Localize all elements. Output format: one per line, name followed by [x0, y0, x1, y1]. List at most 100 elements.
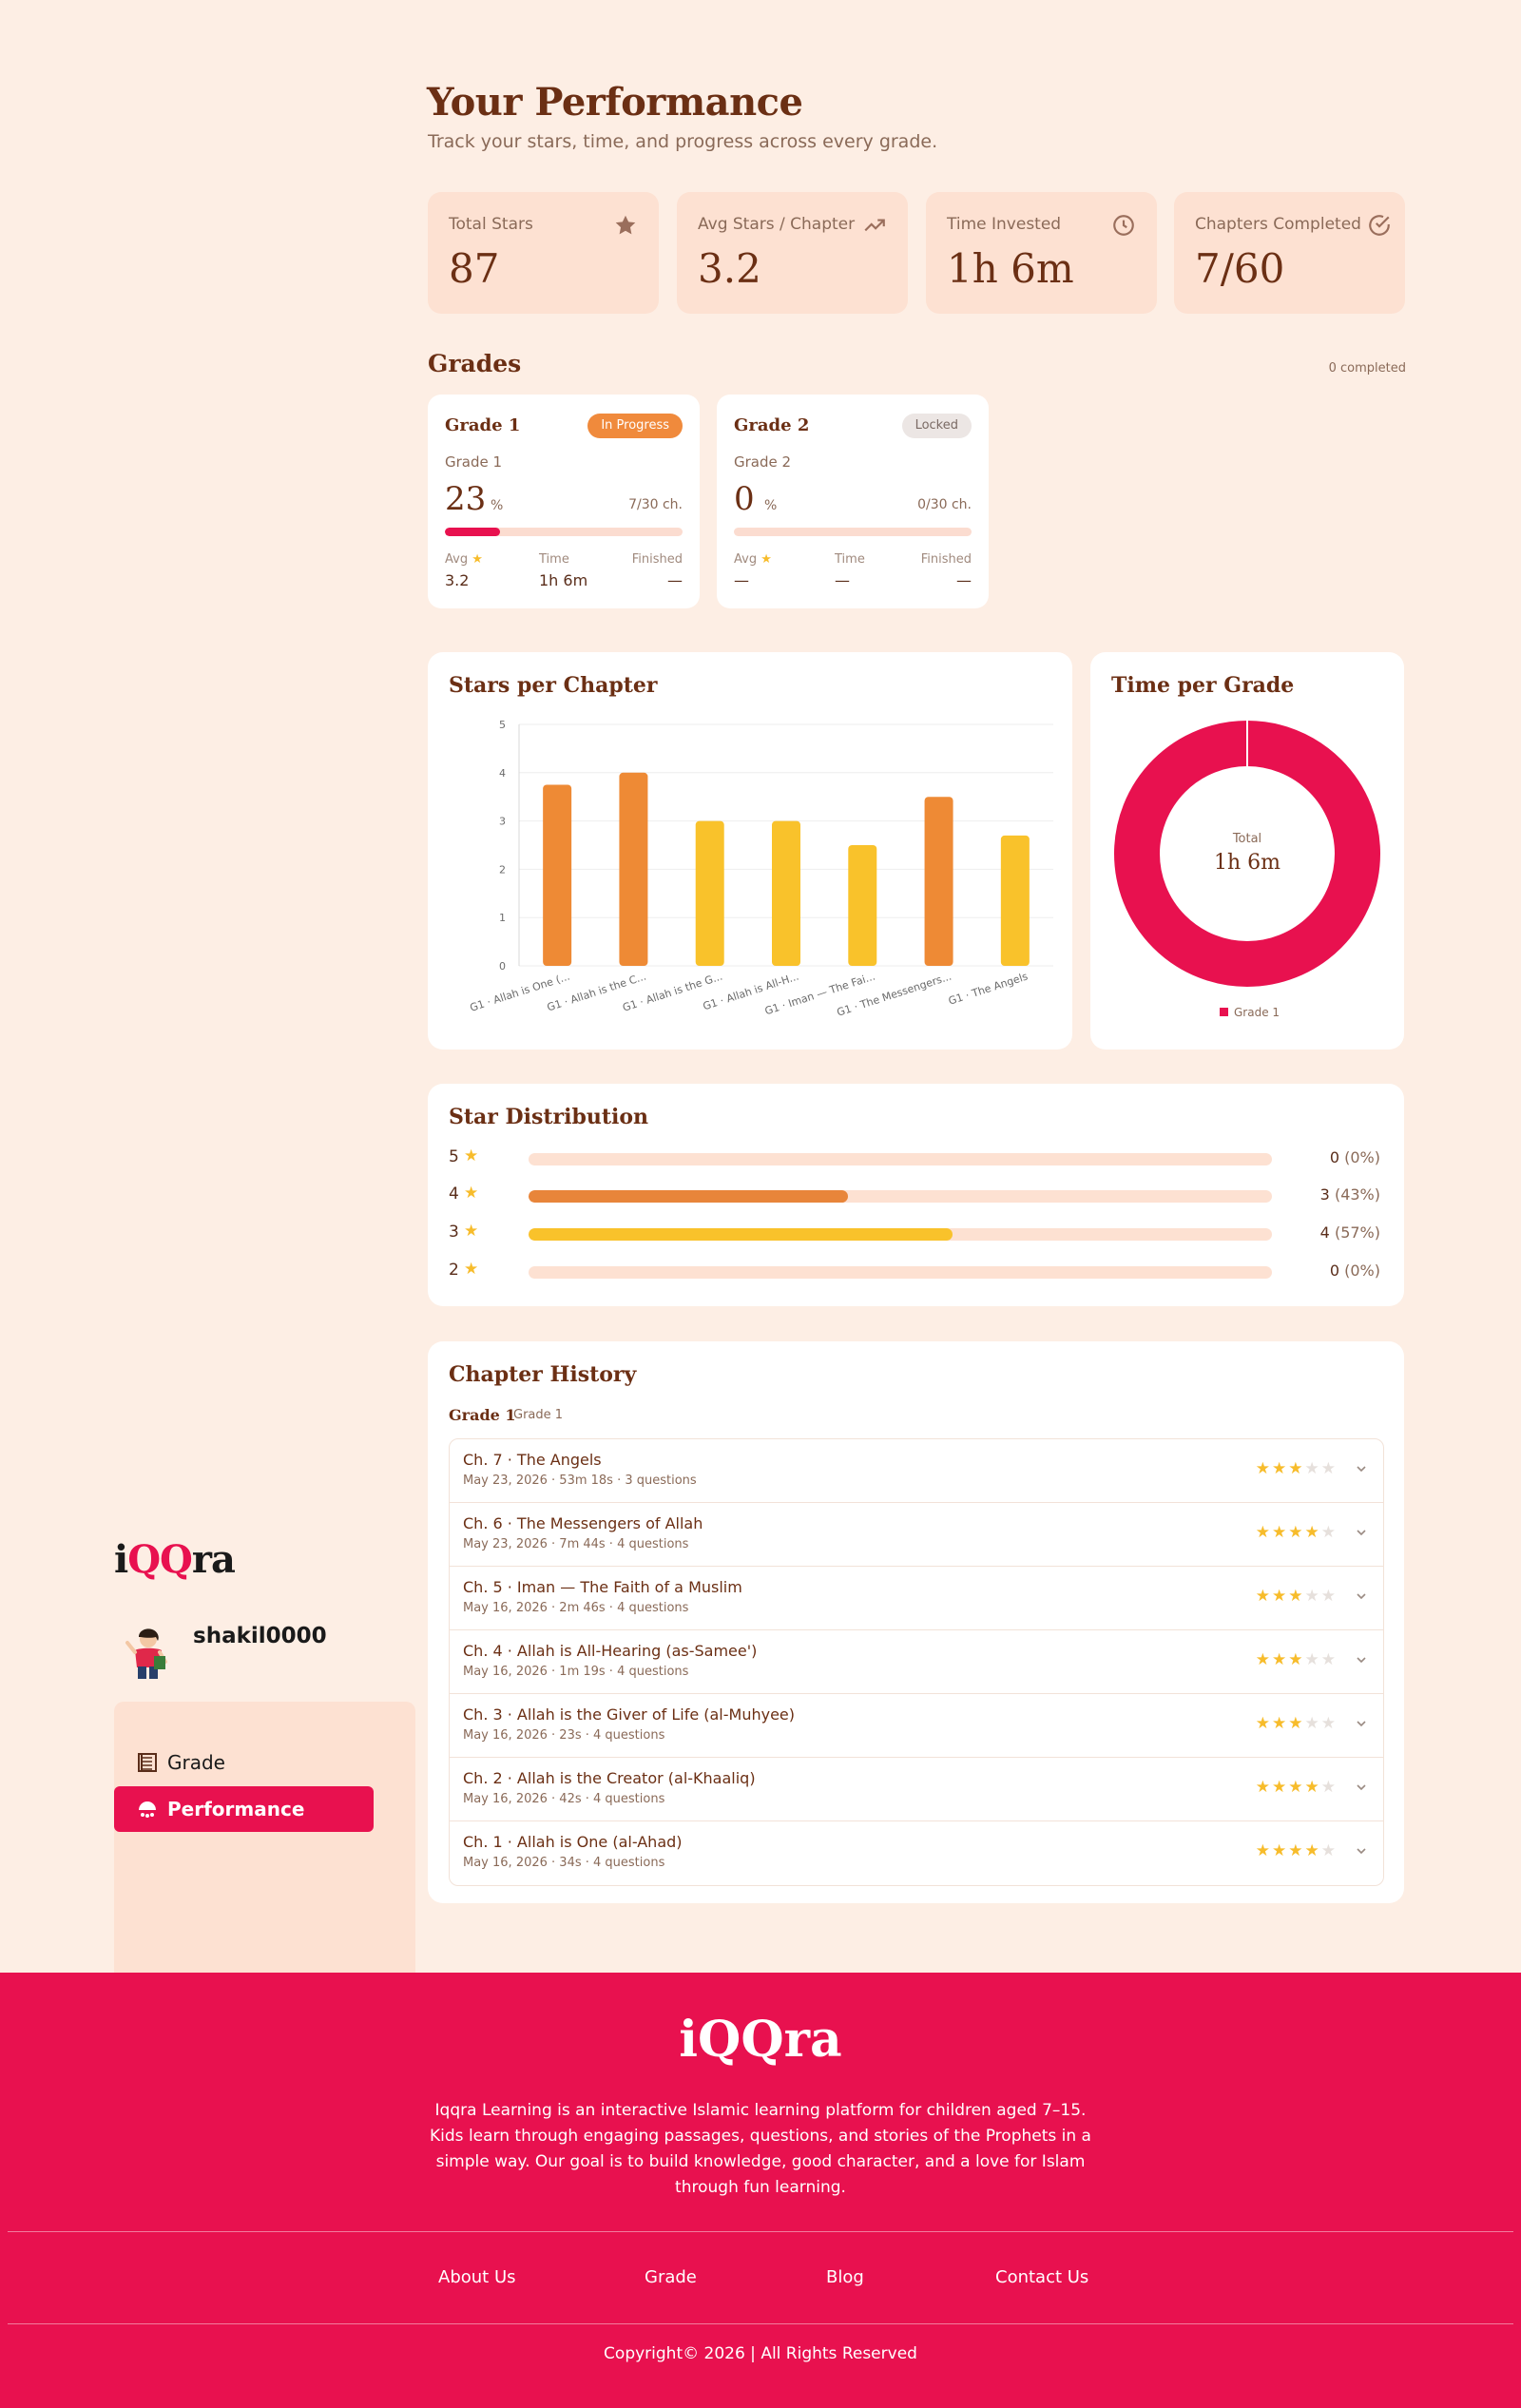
legend-swatch	[1220, 1008, 1228, 1016]
footer-link-blog[interactable]: Blog	[826, 2267, 864, 2287]
distribution-track	[529, 1190, 1272, 1203]
star-icon: ★	[1272, 1459, 1289, 1478]
chevron-down-icon[interactable]	[1355, 1462, 1368, 1475]
legend-label[interactable]: Grade 1	[1234, 1006, 1280, 1019]
avg-value: —	[734, 571, 749, 589]
star-icon: ★	[1320, 1523, 1338, 1542]
grade-progress-bar	[734, 528, 972, 536]
chevron-down-icon[interactable]	[1355, 1781, 1368, 1794]
distribution-row-3: 3 ★ 4 (57%)	[449, 1219, 1380, 1247]
footer-link-about[interactable]: About Us	[438, 2267, 516, 2287]
chevron-down-icon[interactable]	[1355, 1844, 1368, 1858]
grade-percent: 0	[734, 480, 755, 518]
star-icon: ★	[1304, 1650, 1321, 1669]
stat-value: 1h 6m	[947, 245, 1074, 292]
time-per-grade-panel: Time per Grade Total 1h 6m Grade 1	[1090, 652, 1404, 1050]
history-row[interactable]: Ch. 3 · Allah is the Giver of Life (al-M…	[450, 1694, 1383, 1758]
star-icon: ★	[1320, 1714, 1338, 1733]
chart-icon	[139, 1801, 156, 1818]
distribution-title: Star Distribution	[449, 1105, 649, 1129]
distribution-track	[529, 1153, 1272, 1165]
check-circle-icon	[1369, 215, 1390, 236]
distribution-count: 0 (0%)	[1329, 1148, 1380, 1166]
chapter-meta: May 16, 2026 · 23s · 4 questions	[463, 1728, 665, 1743]
status-badge: Locked	[901, 414, 972, 438]
star-icon: ★	[1255, 1778, 1272, 1797]
stat-card-chapters-completed: Chapters Completed 7/60	[1174, 192, 1405, 314]
chevron-down-icon[interactable]	[1355, 1526, 1368, 1539]
star-icon: ★	[1255, 1459, 1272, 1478]
finished-value: —	[667, 571, 683, 589]
chapter-title: Ch. 7 · The Angels	[463, 1451, 602, 1469]
bar	[772, 820, 800, 966]
history-row[interactable]: Ch. 7 · The Angels May 23, 2026 · 53m 18s…	[450, 1439, 1383, 1503]
donut-center-value: 1h 6m	[1214, 851, 1280, 875]
history-row[interactable]: Ch. 4 · Allah is All-Hearing (as-Samee')…	[450, 1630, 1383, 1694]
chapter-title: Ch. 4 · Allah is All-Hearing (as-Samee')	[463, 1642, 758, 1660]
star-icon: ★	[1304, 1587, 1321, 1606]
grade-card-1[interactable]: Grade 1 In Progress Grade 1 23 % 7/30 ch…	[428, 395, 700, 608]
stat-card-time-invested: Time Invested 1h 6m	[926, 192, 1157, 314]
grade-name: Grade 1	[445, 415, 521, 435]
star-icon: ★	[1320, 1650, 1338, 1669]
chevron-down-icon[interactable]	[1355, 1589, 1368, 1603]
stat-value: 87	[449, 245, 500, 292]
chapter-meta: May 16, 2026 · 34s · 4 questions	[463, 1856, 665, 1870]
clock-icon	[1113, 215, 1134, 236]
chapter-title: Ch. 2 · Allah is the Creator (al-Khaaliq…	[463, 1769, 756, 1787]
history-row[interactable]: Ch. 6 · The Messengers of Allah May 23, 2…	[450, 1503, 1383, 1567]
finished-label: Finished	[920, 552, 972, 567]
history-row[interactable]: Ch. 1 · Allah is One (al-Ahad) May 16, 20…	[450, 1821, 1383, 1885]
history-row[interactable]: Ch. 5 · Iman — The Faith of a Muslim May …	[450, 1567, 1383, 1630]
distribution-track	[529, 1266, 1272, 1279]
footer-link-contact[interactable]: Contact Us	[995, 2267, 1089, 2287]
stat-card-total-stars: Total Stars 87	[428, 192, 659, 314]
star-icon: ★	[1304, 1841, 1321, 1860]
grade-progress-fill	[445, 528, 500, 536]
grade-chapters: 0/30 ch.	[917, 497, 972, 512]
chevron-down-icon[interactable]	[1355, 1717, 1368, 1730]
bar	[1000, 835, 1030, 966]
sidebar-logo[interactable]: iQQra	[114, 1537, 236, 1582]
sidebar-item-grade[interactable]: Grade	[114, 1740, 374, 1785]
avatar[interactable]	[125, 1628, 169, 1681]
y-tick-label: 4	[499, 767, 506, 780]
bar	[848, 845, 877, 966]
grade-name: Grade 2	[734, 415, 810, 435]
username: shakil0000	[193, 1624, 327, 1648]
star-icon: ★	[1255, 1523, 1272, 1542]
page-title: Your Performance	[427, 80, 803, 125]
grade-progress-bar	[445, 528, 683, 536]
donut-center-label: Total	[1232, 832, 1261, 846]
avg-value: 3.2	[445, 571, 470, 589]
grade-card-2[interactable]: Grade 2 Locked Grade 2 0 % 0/30 ch. Avg …	[717, 395, 989, 608]
star-icon: ★	[1320, 1841, 1338, 1860]
star-icon: ★	[464, 1222, 479, 1241]
star-icon: ★	[1320, 1587, 1338, 1606]
grade-subtitle: Grade 1	[445, 453, 503, 471]
star-count-label: 2	[449, 1261, 459, 1280]
history-row[interactable]: Ch. 2 · Allah is the Creator (al-Khaaliq…	[450, 1758, 1383, 1821]
footer-logo[interactable]: iQQra	[679, 2011, 842, 2069]
stat-label: Time Invested	[947, 215, 1062, 234]
chapter-title: Ch. 1 · Allah is One (al-Ahad)	[463, 1833, 683, 1851]
distribution-row-4: 4 ★ 3 (43%)	[449, 1181, 1380, 1209]
chapter-rating: ★★★★★	[1256, 1778, 1338, 1797]
star-icon: ★	[1288, 1714, 1305, 1733]
grades-completed-count: 0 completed	[1328, 361, 1406, 376]
footer-link-grade[interactable]: Grade	[645, 2267, 697, 2287]
star-icon: ★	[1304, 1714, 1321, 1733]
sidebar-item-performance[interactable]: Performance	[114, 1786, 374, 1832]
chapter-history-list: Ch. 7 · The Angels May 23, 2026 · 53m 18s…	[449, 1438, 1384, 1886]
star-distribution-panel: Star Distribution 5 ★ 0 (0%) 4 ★ 3 (43%) 3…	[428, 1084, 1404, 1306]
chapter-rating: ★★★★★	[1256, 1650, 1338, 1669]
finished-label: Finished	[631, 552, 683, 567]
star-icon: ★	[1255, 1841, 1272, 1860]
y-tick-label: 1	[499, 912, 506, 924]
chapter-rating: ★★★★★	[1256, 1841, 1338, 1860]
avg-label: Avg ★	[445, 552, 483, 567]
distribution-count: 3 (43%)	[1319, 1185, 1380, 1204]
chapter-title: Ch. 5 · Iman — The Faith of a Muslim	[463, 1578, 742, 1596]
chevron-down-icon[interactable]	[1355, 1653, 1368, 1666]
